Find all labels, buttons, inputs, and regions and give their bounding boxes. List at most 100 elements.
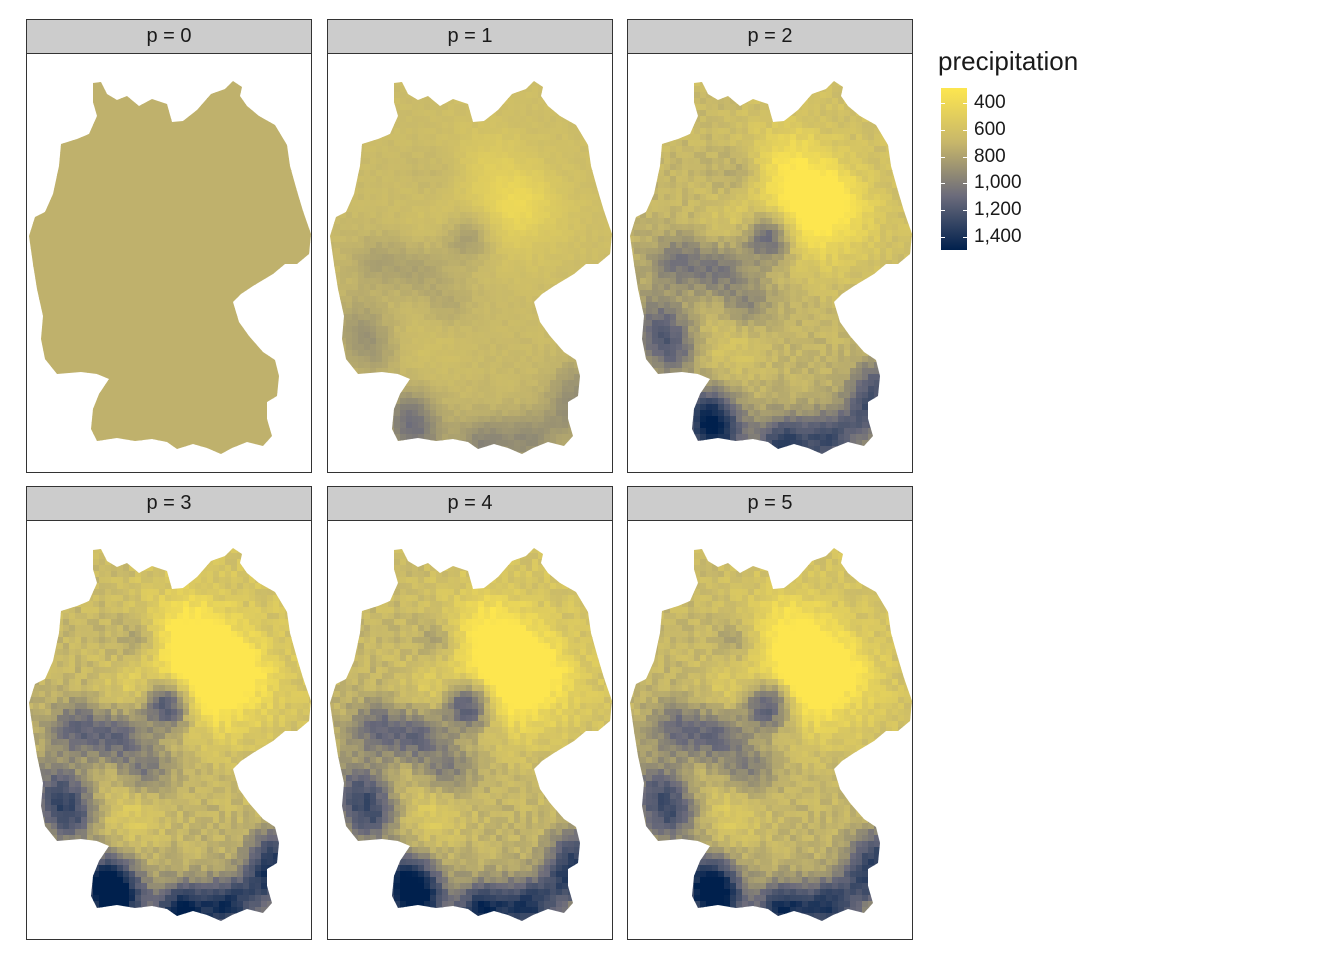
map-cell [610, 206, 612, 213]
map-cell [466, 110, 473, 117]
map-cell [273, 188, 280, 195]
map-cell [219, 266, 226, 273]
map-cell [75, 98, 82, 105]
map-cell [297, 392, 304, 399]
map-cell [81, 98, 88, 105]
map-cell [75, 446, 82, 453]
map-cell [249, 248, 256, 255]
map-cell [57, 188, 64, 195]
map-cell [171, 398, 178, 405]
map-cell [171, 320, 178, 327]
map-cell [213, 146, 220, 153]
map-cell [183, 326, 190, 333]
map-cell [550, 188, 557, 195]
map-cell [135, 212, 142, 219]
map-cell [297, 230, 304, 237]
map-cell [153, 182, 160, 189]
map-cell [69, 104, 76, 111]
map-cell [81, 218, 88, 225]
map-cell [123, 350, 130, 357]
map-cell [153, 92, 160, 99]
map-cell [123, 188, 130, 195]
map-cell [57, 296, 64, 303]
map-cell [526, 110, 533, 117]
map-cell [111, 104, 118, 111]
map-cell [424, 272, 431, 279]
map-cell [183, 128, 190, 135]
map-cell [261, 146, 268, 153]
map-cell [309, 81, 311, 87]
map-cell [279, 308, 286, 315]
map-cell [580, 236, 587, 243]
map-cell [430, 122, 437, 129]
map-cell [69, 368, 76, 375]
map-cell [508, 272, 515, 279]
map-cell [400, 146, 407, 153]
map-cell [472, 122, 479, 129]
facet-strip: p = 0 [26, 19, 312, 54]
map-cell [105, 314, 112, 321]
map-cell [291, 98, 298, 105]
map-cell [490, 188, 497, 195]
map-cell [526, 140, 533, 147]
map-cell [352, 81, 359, 87]
map-cell [424, 194, 431, 201]
map-cell [580, 110, 587, 117]
map-cell [400, 164, 407, 171]
map-cell [33, 134, 40, 141]
map-cell [75, 110, 82, 117]
map-cell [598, 194, 605, 201]
map-cell [231, 170, 238, 177]
map-cell [550, 266, 557, 273]
map-cell [243, 350, 250, 357]
map-cell [231, 164, 238, 171]
map-cell [478, 194, 485, 201]
map-cell [364, 272, 371, 279]
map-cell [520, 98, 527, 105]
map-cell [81, 236, 88, 243]
map-cell [418, 242, 425, 249]
map-cell [159, 404, 166, 411]
map-cell [75, 176, 82, 183]
map-cell [297, 434, 304, 441]
map-cell [309, 338, 311, 345]
map-cell [243, 428, 250, 435]
map-cell [147, 266, 154, 273]
map-cell [249, 81, 256, 87]
map-cell [267, 458, 274, 465]
map-cell [129, 440, 136, 447]
map-cell [219, 368, 226, 375]
map-cell [39, 242, 46, 249]
map-cell [177, 278, 184, 285]
map-cell [358, 224, 365, 231]
map-cell [177, 404, 184, 411]
map-cell [159, 98, 166, 105]
map-cell [63, 236, 70, 243]
map-cell [598, 272, 605, 279]
map-cell [297, 146, 304, 153]
map-cell [135, 74, 142, 81]
map-cell [580, 146, 587, 153]
map-cell [177, 428, 184, 435]
map-cell [442, 104, 449, 111]
map-cell [195, 386, 202, 393]
map-cell [171, 386, 178, 393]
map-cell [147, 81, 154, 87]
map-cell [508, 194, 515, 201]
map-cell [195, 254, 202, 261]
map-cell [153, 284, 160, 291]
map-cell [490, 212, 497, 219]
map-cell [51, 188, 58, 195]
map-cell [123, 404, 130, 411]
map-cell [364, 290, 371, 297]
map-cell [490, 128, 497, 135]
map-cell [261, 272, 268, 279]
map-cell [189, 206, 196, 213]
map-cell [177, 422, 184, 429]
map-cell [418, 122, 425, 129]
map-cell [400, 110, 407, 117]
map-cell [370, 134, 377, 141]
map-cell [388, 206, 395, 213]
map-cell [550, 81, 557, 87]
map-cell [135, 254, 142, 261]
